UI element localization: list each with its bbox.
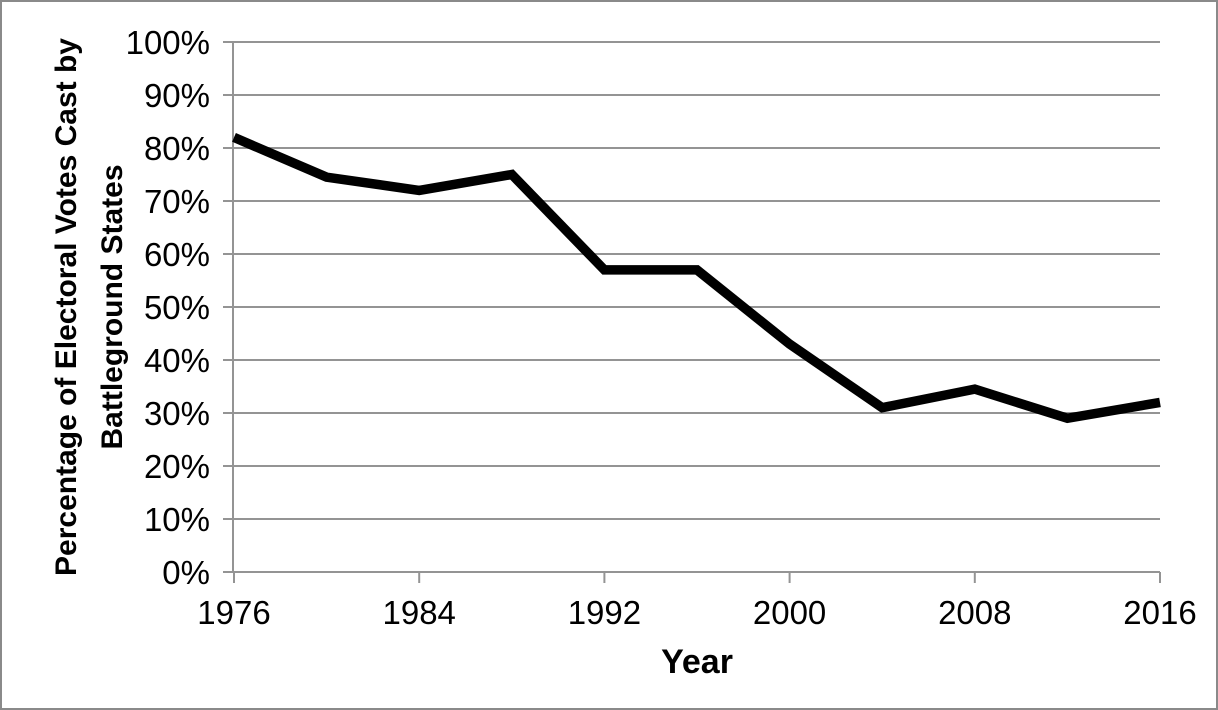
x-tick-label: 1976 — [197, 594, 270, 631]
x-tick-label: 1992 — [568, 594, 641, 631]
y-axis-title-line-1: Percentage of Electoral Votes Cast by — [50, 38, 83, 576]
y-tick-label: 30% — [144, 395, 210, 432]
y-tick-label: 50% — [144, 289, 210, 326]
x-axis-title: Year — [661, 643, 733, 681]
y-axis-title-line-2: Battleground States — [96, 164, 129, 450]
y-tick-label: 20% — [144, 448, 210, 485]
y-tick-label: 90% — [144, 77, 210, 114]
y-tick-label: 80% — [144, 130, 210, 167]
data-line-battleground-share — [232, 133, 1161, 424]
y-tick-label: 60% — [144, 236, 210, 273]
x-tick-label: 1984 — [382, 594, 455, 631]
y-tick-label: 0% — [162, 554, 210, 591]
y-axis-title: Percentage of Electoral Votes Cast by Ba… — [44, 38, 136, 576]
x-tick-label: 2016 — [1123, 594, 1196, 631]
x-tick-label: 2000 — [753, 594, 826, 631]
y-tick-label: 10% — [144, 501, 210, 538]
x-tick-label: 2008 — [938, 594, 1011, 631]
y-tick-label: 40% — [144, 342, 210, 379]
y-tick-label: 70% — [144, 183, 210, 220]
y-tick-label: 100% — [126, 24, 210, 61]
